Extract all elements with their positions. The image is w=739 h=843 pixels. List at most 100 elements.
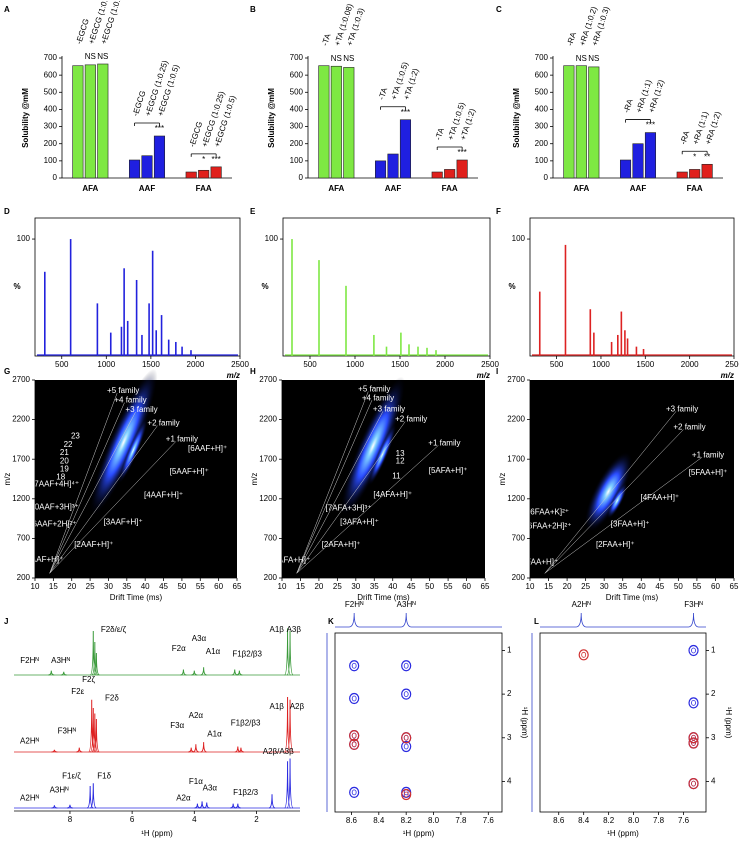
nmr-peak	[284, 761, 292, 809]
y-axis-label: Solubility @mM	[21, 88, 30, 148]
x-tick-label: 2000	[187, 360, 205, 369]
plot-frame	[334, 632, 503, 813]
nmr-peak	[89, 630, 97, 676]
bar	[444, 169, 456, 179]
bar	[387, 153, 399, 179]
panel-letter: J	[4, 617, 8, 626]
ion-label: 22	[64, 440, 73, 449]
x-tick-label: 15	[296, 582, 305, 591]
bar-label: -RA	[679, 129, 692, 146]
ion-label: [5FAA+H]⁺	[689, 468, 728, 477]
category-label: AAF	[139, 184, 156, 193]
ion-label: [2AAF+H]⁺	[74, 540, 113, 549]
nmr-peak	[236, 670, 243, 676]
category-label: AAF	[630, 184, 647, 193]
y-tick-label: 100	[512, 234, 526, 243]
x-tick-label: 8.6	[553, 816, 565, 825]
ion-label: [17AAF+4H]⁴⁺	[28, 480, 79, 489]
projection-label: F3Hᴺ	[684, 600, 703, 609]
bar	[431, 171, 443, 179]
nmr-peak	[180, 669, 187, 676]
y-tick-label: 1200	[12, 494, 30, 503]
y-axis-label: m/z	[498, 473, 507, 486]
peak-label: A3α	[203, 784, 218, 793]
y-tick-label: 4	[507, 777, 512, 786]
nmr-peak	[90, 783, 97, 809]
significance-label: ***	[646, 121, 655, 130]
y-tick-label: 500	[44, 87, 58, 96]
x-tick-label: 8.2	[401, 816, 413, 825]
nmr-peak	[284, 696, 292, 753]
bar	[185, 171, 197, 179]
intensity-core	[368, 423, 397, 486]
peak-label: A3Hᴺ	[50, 785, 70, 794]
cross-peak	[349, 729, 360, 742]
y-axis-label: %	[261, 282, 268, 291]
y-axis-label: %	[508, 282, 515, 291]
peak-label: A2α	[189, 711, 204, 720]
cross-peak-core	[691, 699, 696, 706]
x-tick-label: 1500	[142, 360, 160, 369]
cross-peak	[688, 778, 699, 790]
ion-label: [FAA+H]⁺	[524, 557, 558, 566]
ion-label: [6AAF+2H]²⁺	[30, 519, 76, 528]
y-tick-label: 100	[290, 156, 304, 165]
significance-label: ***	[211, 155, 220, 164]
significance-label: NS	[343, 54, 354, 63]
ion-label: [4FAA+H]⁺	[640, 493, 679, 502]
x-tick-label: 10	[526, 582, 535, 591]
nmr-peak	[191, 670, 198, 676]
x-tick-label: 30	[104, 582, 113, 591]
category-label: FAA	[687, 184, 703, 193]
peak-label: F1β2/β3	[232, 650, 262, 659]
y-tick-label: 2200	[259, 415, 277, 424]
ion-label: +1 family	[428, 438, 460, 447]
y-tick-label: 200	[17, 573, 31, 582]
x-tick-label: 45	[655, 582, 664, 591]
nmr-peak	[91, 641, 99, 676]
ion-label: [4AFA+H]⁺	[373, 490, 412, 499]
x-tick-label: 65	[481, 582, 490, 591]
panel-letter: C	[496, 5, 502, 14]
category-label: FAA	[442, 184, 458, 193]
y-tick-label: 700	[44, 53, 58, 62]
x-tick-label: 60	[214, 582, 223, 591]
nmr-peak	[60, 671, 67, 676]
y-tick-label: 2	[711, 689, 716, 698]
nmr-peak	[284, 628, 292, 676]
cross-peak	[688, 644, 699, 657]
y-tick-label: 200	[535, 139, 549, 148]
nmr-peak	[93, 718, 100, 753]
x-tick-label: 1000	[346, 360, 364, 369]
x-tick-label: 2500	[231, 360, 249, 369]
x-tick-label: 500	[550, 360, 564, 369]
bar	[374, 160, 387, 179]
nmr-peak	[286, 758, 294, 809]
x-tick-label: 20	[563, 582, 572, 591]
y-tick-label: 200	[264, 573, 278, 582]
nmr-peak	[200, 667, 207, 676]
bar-label: -TA	[320, 32, 333, 47]
ion-label: 19	[60, 465, 69, 474]
x-tick-label: 7.8	[653, 816, 665, 825]
ion-label: 23	[71, 431, 80, 440]
family-box-edge	[544, 411, 677, 574]
x-tick-label: 35	[370, 582, 379, 591]
peak-label: A1β	[269, 702, 284, 711]
x-tick-label: 55	[692, 582, 701, 591]
y-axis-label: m/z	[250, 473, 259, 486]
bar	[318, 65, 330, 179]
plot-frame	[34, 217, 241, 357]
x-axis-label: m/z	[477, 371, 490, 380]
x-tick-label: 1500	[636, 360, 654, 369]
ion-label: [10AAF+3H]³⁺	[28, 503, 79, 512]
panel-letter: F	[496, 207, 501, 216]
family-box-edge	[296, 411, 384, 574]
cross-peak-core	[403, 743, 409, 750]
ion-label: [AFA+H]⁺	[276, 556, 310, 565]
y-tick-label: 2700	[259, 375, 277, 384]
y-tick-label: 100	[265, 234, 279, 243]
x-tick-label: 2000	[681, 360, 699, 369]
